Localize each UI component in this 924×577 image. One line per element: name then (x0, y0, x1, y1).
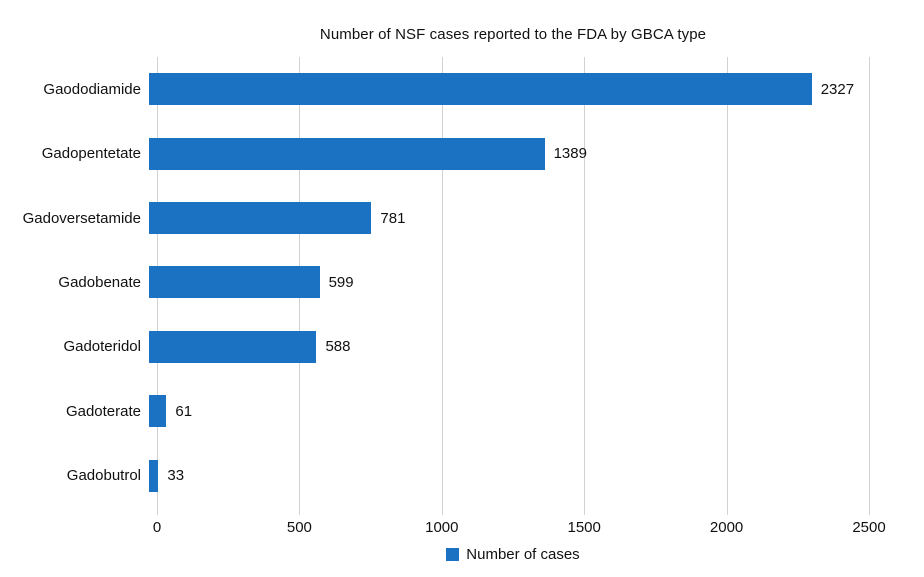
x-axis-tick-label: 1000 (425, 519, 459, 536)
bar-value-label: 33 (167, 467, 185, 485)
bar-row: Gadoterate 61 (0, 379, 924, 443)
category-label: Gadoteridol (63, 338, 141, 356)
bar[interactable] (149, 137, 545, 170)
bar-row: Gadopentetate 1389 (0, 121, 924, 185)
bar-track: 1389 (149, 121, 861, 185)
bar-track: 599 (149, 250, 861, 314)
category-label: Gadoterate (65, 402, 141, 420)
gridline (584, 57, 586, 515)
bar-value-label: 2327 (820, 80, 855, 98)
category-label: Gadobutrol (66, 467, 141, 485)
bar[interactable] (149, 202, 372, 235)
bar-row: Gaododiamide 2327 (0, 57, 924, 121)
category-label: Gaododiamide (43, 80, 141, 98)
category-label: Gadobenate (58, 273, 141, 291)
bar-track: 781 (149, 186, 861, 250)
bar[interactable] (149, 330, 317, 363)
x-axis-tick-label: 2500 (852, 519, 886, 536)
bar[interactable] (149, 73, 812, 106)
bar-row: Gadobenate 599 (0, 250, 924, 314)
bar-value-label: 588 (325, 338, 351, 356)
gridline (726, 57, 728, 515)
x-axis-tick-label: 0 (152, 519, 162, 536)
bar-track: 33 (149, 444, 861, 508)
legend: Number of cases (157, 546, 869, 563)
category-label: Gadoversetamide (22, 209, 141, 227)
bar-row: Gadoteridol 588 (0, 315, 924, 379)
bar[interactable] (149, 459, 159, 492)
bar-value-label: 61 (175, 402, 193, 420)
bar-track: 588 (149, 315, 861, 379)
x-axis-tick-label: 2000 (709, 519, 744, 536)
legend-item[interactable]: Number of cases (446, 546, 580, 563)
bar-track: 61 (149, 379, 861, 443)
legend-swatch-icon (446, 548, 460, 561)
category-label: Gadopentetate (41, 145, 141, 163)
bar[interactable] (149, 395, 167, 428)
gridline (441, 57, 443, 515)
bar-row: Gadobutrol 33 (0, 444, 924, 508)
bar-value-label: 599 (328, 273, 354, 291)
x-axis-tick-label: 1500 (567, 519, 601, 536)
gridline (869, 57, 870, 515)
chart-title: Number of NSF cases reported to the FDA … (319, 26, 707, 43)
bar-track: 2327 (149, 57, 861, 121)
bar-value-label: 1389 (553, 145, 587, 163)
legend-label: Number of cases (466, 546, 580, 563)
bar-row: Gadoversetamide 781 (0, 186, 924, 250)
x-axis-tick-label: 500 (286, 519, 312, 536)
plot-area: 0 500 1000 1500 2000 2500 Gaododiamide 2327 Gad… (0, 57, 924, 536)
bar-value-label: 781 (380, 209, 406, 227)
bar[interactable] (149, 266, 320, 299)
